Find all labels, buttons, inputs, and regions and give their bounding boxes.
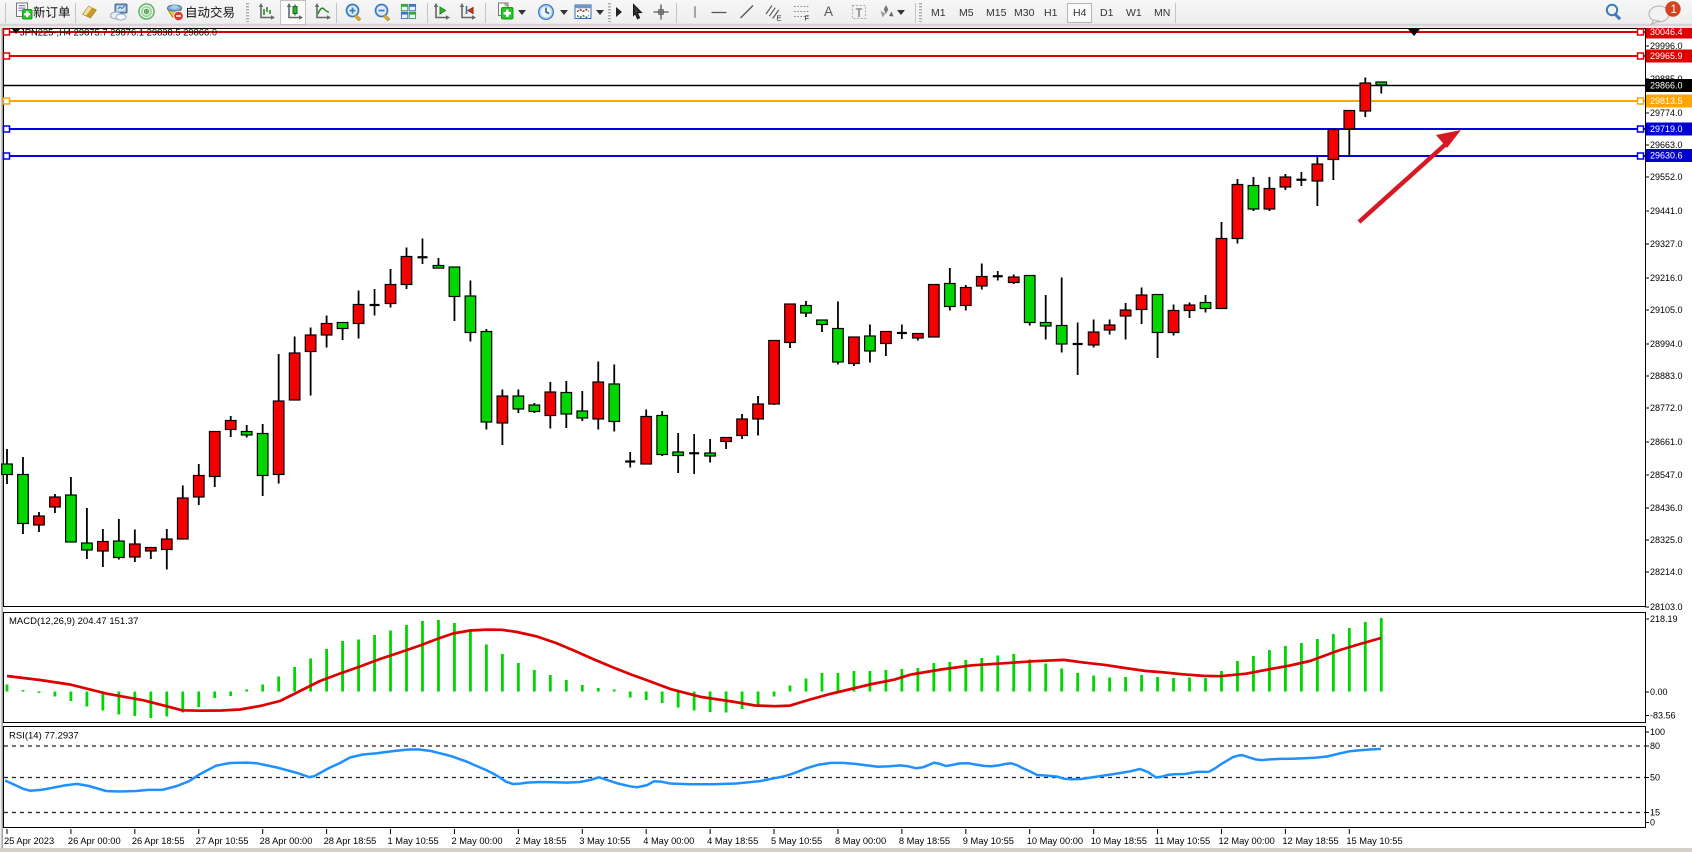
svg-text:28661.0: 28661.0 bbox=[1650, 437, 1683, 447]
svg-text:80: 80 bbox=[1650, 741, 1660, 751]
svg-text:29441.0: 29441.0 bbox=[1650, 206, 1683, 216]
svg-text:RSI(14) 77.2937: RSI(14) 77.2937 bbox=[9, 731, 79, 742]
svg-text:15 May 10:55: 15 May 10:55 bbox=[1346, 836, 1402, 846]
svg-text:25 Apr 2023: 25 Apr 2023 bbox=[4, 836, 54, 846]
svg-text:28325.0: 28325.0 bbox=[1650, 535, 1683, 545]
svg-text:29216.0: 29216.0 bbox=[1650, 273, 1683, 283]
svg-text:28214.0: 28214.0 bbox=[1650, 567, 1683, 577]
svg-text:29813.5: 29813.5 bbox=[1650, 96, 1683, 106]
svg-text:28103.0: 28103.0 bbox=[1650, 602, 1683, 612]
svg-text:3 May 10:55: 3 May 10:55 bbox=[579, 836, 630, 846]
svg-text:4 May 18:55: 4 May 18:55 bbox=[707, 836, 758, 846]
svg-text:29105.0: 29105.0 bbox=[1650, 305, 1683, 315]
svg-text:28772.0: 28772.0 bbox=[1650, 403, 1683, 413]
svg-text:28436.0: 28436.0 bbox=[1650, 503, 1683, 513]
svg-text:T: T bbox=[856, 8, 863, 20]
svg-text:28547.0: 28547.0 bbox=[1650, 470, 1683, 480]
svg-text:29327.0: 29327.0 bbox=[1650, 239, 1683, 249]
svg-text:0: 0 bbox=[1650, 818, 1655, 828]
svg-text:MACD(12,26,9) 204.47 151.37: MACD(12,26,9) 204.47 151.37 bbox=[9, 616, 138, 627]
svg-text:28 Apr 18:55: 28 Apr 18:55 bbox=[324, 836, 377, 846]
svg-text:-83.56: -83.56 bbox=[1650, 711, 1676, 721]
svg-text:9 May 10:55: 9 May 10:55 bbox=[963, 836, 1014, 846]
svg-text:8 May 00:00: 8 May 00:00 bbox=[835, 836, 886, 846]
svg-text:28883.0: 28883.0 bbox=[1650, 371, 1683, 381]
svg-text:12 May 18:55: 12 May 18:55 bbox=[1282, 836, 1338, 846]
svg-text:JPN225-,H4 29875.7 29876.1 29: JPN225-,H4 29875.7 29876.1 29838.5 29866… bbox=[20, 27, 217, 38]
svg-text:0.00: 0.00 bbox=[1650, 687, 1668, 697]
svg-text:8 May 18:55: 8 May 18:55 bbox=[899, 836, 950, 846]
svg-text:29719.0: 29719.0 bbox=[1650, 124, 1683, 134]
svg-text:15: 15 bbox=[1650, 808, 1660, 818]
svg-text:12 May 00:00: 12 May 00:00 bbox=[1218, 836, 1274, 846]
svg-text:29866.0: 29866.0 bbox=[1650, 81, 1683, 91]
svg-text:29630.6: 29630.6 bbox=[1650, 151, 1683, 161]
svg-text:29965.9: 29965.9 bbox=[1650, 51, 1683, 61]
svg-text:218.19: 218.19 bbox=[1650, 614, 1678, 624]
svg-text:4 May 00:00: 4 May 00:00 bbox=[643, 836, 694, 846]
svg-text:10 May 00:00: 10 May 00:00 bbox=[1027, 836, 1083, 846]
svg-text:1 May 10:55: 1 May 10:55 bbox=[388, 836, 439, 846]
svg-text:30046.4: 30046.4 bbox=[1650, 27, 1683, 37]
svg-text:2 May 00:00: 2 May 00:00 bbox=[451, 836, 502, 846]
svg-text:2 May 18:55: 2 May 18:55 bbox=[515, 836, 566, 846]
svg-text:26 Apr 18:55: 26 Apr 18:55 bbox=[132, 836, 185, 846]
svg-text:5 May 10:55: 5 May 10:55 bbox=[771, 836, 822, 846]
svg-text:28 Apr 00:00: 28 Apr 00:00 bbox=[260, 836, 313, 846]
svg-text:100: 100 bbox=[1650, 727, 1665, 737]
svg-text:26 Apr 00:00: 26 Apr 00:00 bbox=[68, 836, 121, 846]
svg-text:29552.0: 29552.0 bbox=[1650, 172, 1683, 182]
svg-text:E: E bbox=[777, 14, 782, 22]
svg-text:50: 50 bbox=[1650, 773, 1660, 783]
svg-text:28994.0: 28994.0 bbox=[1650, 339, 1683, 349]
svg-text:29996.0: 29996.0 bbox=[1650, 41, 1683, 51]
svg-text:1: 1 bbox=[1671, 4, 1677, 16]
svg-text:10 May 18:55: 10 May 18:55 bbox=[1091, 836, 1147, 846]
svg-text:F: F bbox=[805, 14, 810, 22]
svg-text:11 May 10:55: 11 May 10:55 bbox=[1155, 836, 1211, 846]
svg-text:29774.0: 29774.0 bbox=[1650, 108, 1683, 118]
svg-text:29663.0: 29663.0 bbox=[1650, 140, 1683, 150]
svg-text:27 Apr 10:55: 27 Apr 10:55 bbox=[196, 836, 249, 846]
